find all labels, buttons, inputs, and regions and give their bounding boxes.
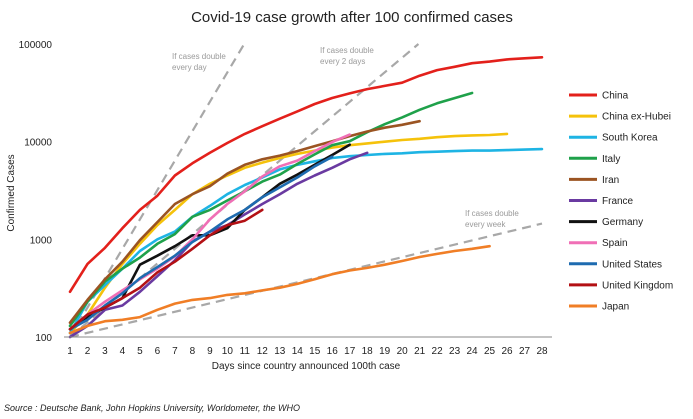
legend-label: South Korea [602, 133, 658, 144]
x-tick-label: 8 [190, 346, 196, 357]
reference-line-doubling-1 [69, 43, 246, 338]
x-tick-label: 18 [362, 346, 374, 357]
x-tick-label: 22 [432, 346, 444, 357]
x-tick-label: 23 [449, 346, 461, 357]
x-tick-label: 27 [519, 346, 531, 357]
x-tick-label: 17 [344, 346, 356, 357]
reference-annotation-line2: every day [172, 63, 207, 72]
ticks: 1 2 3 4 5 6 7 8 9 10 11 12 13 14 15 16 17 18 19 20 21 22 23 24 2… [19, 40, 548, 357]
legend-label: Iran [602, 175, 619, 186]
x-tick-label: 7 [172, 346, 178, 357]
x-tick-label: 2 [85, 346, 91, 357]
legend-label: China ex-Hubei [602, 112, 671, 123]
x-tick-label: 10 [222, 346, 234, 357]
legend: China China ex-Hubei South Korea Italy Iran F… [569, 91, 673, 313]
legend-label: Germany [602, 217, 643, 228]
y-axis-label: Confirmed Cases [6, 154, 17, 231]
x-tick-label: 28 [536, 346, 548, 357]
series-line-united-kingdom [68, 208, 264, 331]
x-tick-label: 4 [120, 346, 126, 357]
series-line-spain [68, 133, 352, 331]
reference-annotation-line2: every week [465, 220, 506, 229]
x-tick-label: 6 [155, 346, 161, 357]
x-axis-label: Days since country announced 100th case [212, 361, 401, 372]
x-tick-label: 16 [327, 346, 339, 357]
reference-annotation-line1: If cases double [465, 209, 519, 218]
reference-annotation-line1: If cases double [172, 52, 226, 61]
legend-label: France [602, 196, 634, 207]
y-tick-label: 100 [35, 333, 52, 344]
y-tick-label: 100000 [19, 40, 53, 51]
reference-lines [69, 43, 543, 339]
x-tick-label: 20 [397, 346, 409, 357]
chart-title: Covid-19 case growth after 100 confirmed… [191, 9, 513, 26]
x-tick-label: 14 [292, 346, 304, 357]
x-tick-label: 19 [379, 346, 391, 357]
reference-annotation-line2: every 2 days [320, 57, 365, 66]
x-tick-label: 24 [467, 346, 479, 357]
series-line-japan [68, 244, 491, 335]
x-tick-label: 15 [309, 346, 321, 357]
x-tick-label: 21 [414, 346, 426, 357]
annotations: If cases double every day If cases double e… [172, 46, 519, 229]
series-lines [68, 55, 544, 339]
series-line-france [68, 151, 369, 339]
x-tick-label: 13 [274, 346, 286, 357]
y-tick-label: 10000 [24, 138, 52, 149]
series-line-south-korea [68, 147, 544, 335]
x-tick-label: 9 [207, 346, 213, 357]
x-tick-label: 11 [240, 346, 251, 357]
x-tick-label: 5 [137, 346, 143, 357]
x-tick-label: 3 [102, 346, 108, 357]
legend-label: China [602, 91, 629, 102]
y-tick-label: 1000 [30, 235, 53, 246]
legend-label: Spain [602, 238, 628, 249]
series-line-china-ex-hubei [68, 132, 509, 335]
series-line-china [68, 55, 544, 294]
legend-label: Italy [602, 154, 620, 165]
x-tick-label: 25 [484, 346, 496, 357]
x-tick-label: 12 [257, 346, 269, 357]
source-note: Source : Deutsche Bank, John Hopkins Uni… [4, 403, 300, 413]
legend-label: United Kingdom [602, 280, 673, 291]
legend-label: Japan [602, 302, 629, 313]
x-tick-label: 1 [67, 346, 73, 357]
series-line-united-states [68, 155, 334, 331]
reference-annotation-line1: If cases double [320, 46, 374, 55]
series-line-iran [68, 119, 421, 325]
series-line-italy [68, 91, 474, 328]
x-tick-label: 26 [501, 346, 513, 357]
legend-label: United States [602, 259, 662, 270]
